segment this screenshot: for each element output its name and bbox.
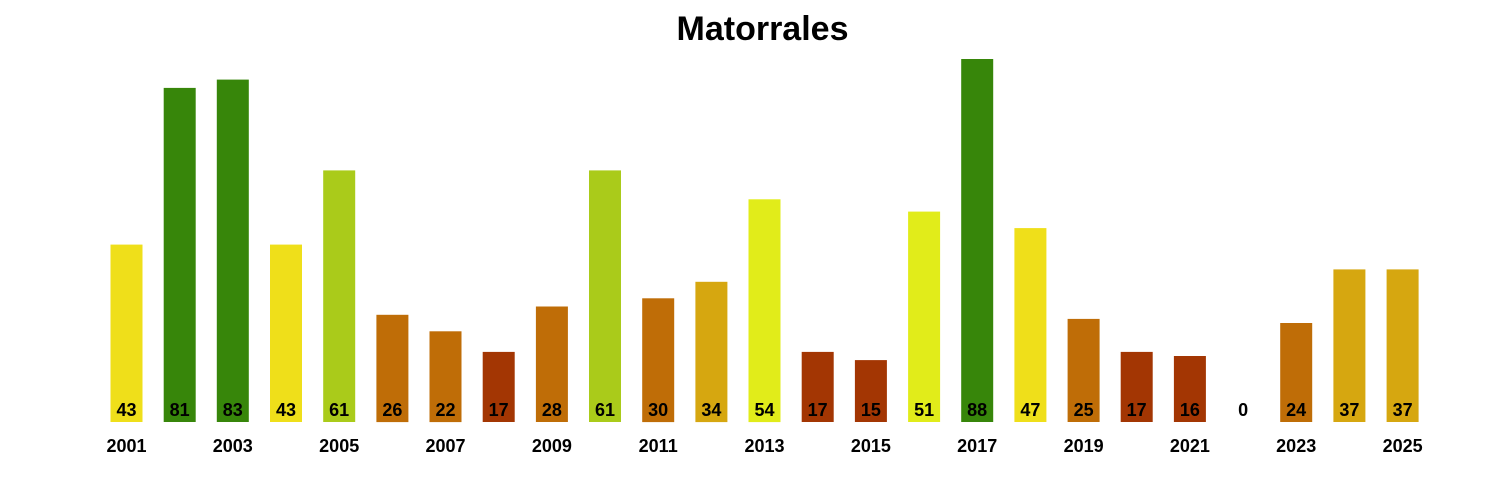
value-label-2023: 24	[1286, 400, 1306, 420]
bar-2005	[323, 170, 356, 422]
bar-2009	[535, 306, 568, 422]
bar-2014	[801, 351, 834, 422]
x-tick-label-2013: 2013	[744, 436, 784, 456]
x-tick-label-2025: 2025	[1383, 436, 1423, 456]
bar-2001	[110, 244, 143, 422]
value-label-2007: 22	[435, 400, 455, 420]
value-label-2005: 61	[329, 400, 349, 420]
x-tick-label-2003: 2003	[213, 436, 253, 456]
bar-2006	[376, 314, 409, 423]
x-tick-label-2015: 2015	[851, 436, 891, 456]
value-label-2001: 43	[116, 400, 136, 420]
value-label-2011: 30	[648, 400, 668, 420]
x-tick-label-2023: 2023	[1276, 436, 1316, 456]
x-tick-label-2011: 2011	[639, 436, 678, 456]
bar-2024	[1333, 269, 1366, 422]
bar-2023	[1280, 323, 1313, 422]
bar-2004	[270, 244, 302, 422]
bar-2008	[482, 351, 515, 422]
x-tick-label-2001: 2001	[106, 436, 146, 456]
bar-2015	[854, 360, 887, 422]
x-axis-ticks: 2001 2003 2005 2007 2009 2011 2013 2015 2017 2019…	[106, 436, 1422, 456]
value-label-2018: 47	[1020, 400, 1040, 420]
bar-2020	[1120, 351, 1153, 422]
bar-2003	[216, 79, 249, 422]
value-label-2015: 15	[861, 400, 881, 420]
value-label-2002: 81	[170, 400, 190, 420]
bar-2012	[695, 281, 728, 423]
value-label-2013: 54	[754, 400, 774, 420]
x-tick-label-2007: 2007	[425, 436, 465, 456]
x-tick-label-2019: 2019	[1064, 436, 1104, 456]
bar-2010	[589, 170, 621, 422]
value-label-2017: 88	[967, 400, 987, 420]
value-label-2025: 37	[1393, 400, 1413, 420]
chart-title: Matorrales	[676, 10, 849, 48]
bar-2007	[429, 331, 462, 423]
bars-group	[110, 59, 1419, 423]
x-tick-label-2021: 2021	[1170, 436, 1210, 456]
bar-2017	[961, 59, 994, 422]
value-label-2010: 61	[595, 400, 615, 420]
value-labels-group: 43 81 83 43 61 26 22 17 28 61 30 34 54 17 15 51 88 47 25 17…	[116, 400, 1412, 420]
x-tick-label-2009: 2009	[532, 436, 572, 456]
value-label-2009: 28	[542, 400, 562, 420]
bar-2002	[163, 87, 196, 423]
value-label-2016: 51	[914, 400, 934, 420]
bar-2018	[1014, 228, 1047, 422]
value-label-2003: 83	[223, 400, 243, 420]
value-label-2004: 43	[276, 400, 296, 420]
value-label-2020: 17	[1127, 400, 1147, 420]
bar-2016	[908, 211, 941, 422]
x-tick-label-2005: 2005	[319, 436, 359, 456]
bar-2019	[1067, 318, 1100, 422]
value-label-2008: 17	[489, 400, 509, 420]
value-label-2022: 0	[1238, 400, 1248, 420]
bar-2011	[642, 298, 675, 423]
value-label-2012: 34	[701, 400, 721, 420]
x-tick-label-2017: 2017	[957, 436, 997, 456]
bar-2021	[1173, 356, 1206, 422]
bar-2025	[1386, 269, 1419, 422]
value-label-2019: 25	[1074, 400, 1094, 420]
value-label-2006: 26	[382, 400, 402, 420]
value-label-2024: 37	[1339, 400, 1359, 420]
value-label-2021: 16	[1180, 400, 1200, 420]
value-label-2014: 17	[808, 400, 828, 420]
bar-2013	[748, 199, 781, 423]
